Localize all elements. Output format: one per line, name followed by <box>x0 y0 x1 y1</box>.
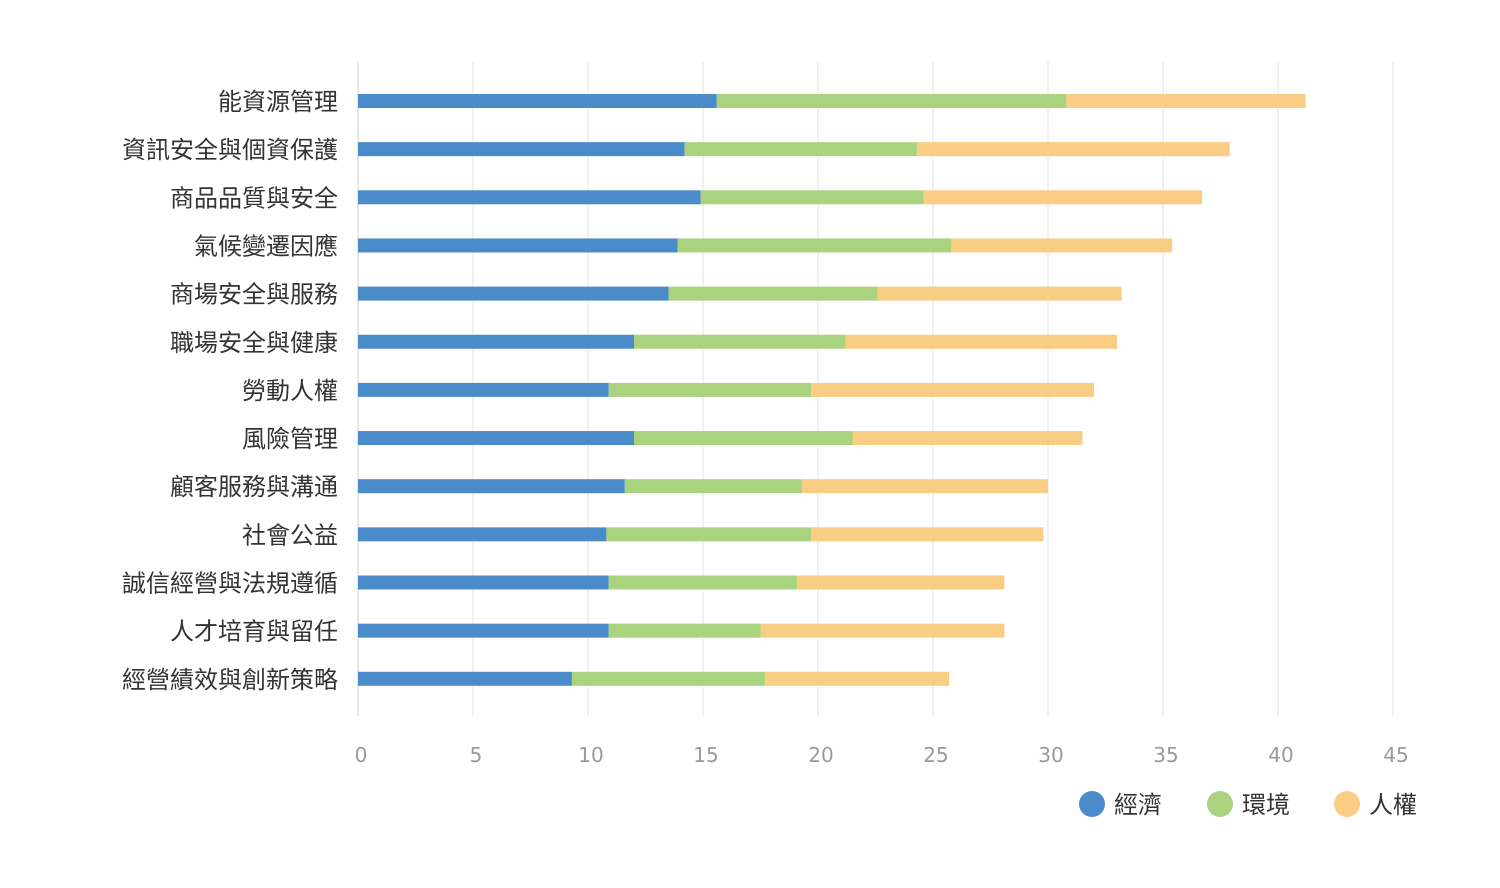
category-label: 風險管理 <box>242 425 338 453</box>
category-label: 勞動人權 <box>242 377 338 405</box>
bar-segment-2 <box>634 334 846 349</box>
x-tick-label: 40 <box>1268 743 1293 767</box>
bar-segment-2 <box>684 142 917 157</box>
x-tick-label: 45 <box>1383 743 1408 767</box>
category-label: 人才培育與留任 <box>170 618 338 646</box>
bar-segment-2 <box>677 238 952 253</box>
bar-segment-3 <box>797 575 1005 590</box>
bar-segment-2 <box>608 623 761 638</box>
legend-label: 環境 <box>1242 791 1290 819</box>
bar-segment-1 <box>358 238 678 253</box>
bar-segment-3 <box>916 142 1230 157</box>
bar-segment-2 <box>606 527 812 542</box>
bar-segment-2 <box>668 286 878 301</box>
bar-segment-1 <box>358 382 609 397</box>
bar-segment-3 <box>760 623 1005 638</box>
bar-segment-1 <box>358 431 634 446</box>
bar-segment-3 <box>811 382 1094 397</box>
bar-segment-1 <box>358 479 625 494</box>
bar-segment-2 <box>571 671 766 686</box>
legend-swatch <box>1079 791 1105 817</box>
bar-segment-1 <box>358 671 572 686</box>
bar-segment-2 <box>624 479 802 494</box>
bar-segment-2 <box>608 575 798 590</box>
bar-segment-1 <box>358 623 609 638</box>
category-label: 商品品質與安全 <box>170 184 338 212</box>
bars <box>358 94 1306 686</box>
bar-segment-3 <box>811 527 1044 542</box>
x-tick-label: 15 <box>693 743 718 767</box>
category-labels: 能資源管理資訊安全與個資保護商品品質與安全氣候變遷因應商場安全與服務職場安全與健… <box>122 88 338 694</box>
x-tick-label: 25 <box>923 743 948 767</box>
bar-segment-2 <box>716 94 1067 108</box>
bar-segment-3 <box>923 190 1203 205</box>
x-tick-label: 10 <box>578 743 603 767</box>
bar-segment-3 <box>1066 94 1306 108</box>
bar-segment-2 <box>634 431 853 446</box>
legend-label: 人權 <box>1369 791 1417 819</box>
category-label: 資訊安全與個資保護 <box>122 136 338 164</box>
bar-segment-1 <box>358 334 634 349</box>
category-label: 商場安全與服務 <box>170 281 338 309</box>
category-label: 顧客服務與溝通 <box>170 473 338 501</box>
bar-segment-3 <box>951 238 1173 253</box>
bar-segment-3 <box>801 479 1048 494</box>
bar-segment-1 <box>358 527 607 542</box>
bar-segment-3 <box>877 286 1122 301</box>
legend-swatch <box>1334 791 1360 817</box>
bar-segment-3 <box>852 431 1083 446</box>
x-tick-label: 30 <box>1038 743 1063 767</box>
legend-label: 經濟 <box>1114 791 1162 819</box>
category-label: 能資源管理 <box>218 88 338 116</box>
category-label: 經營績效與創新策略 <box>122 666 338 694</box>
x-tick-label: 0 <box>355 743 368 767</box>
bar-segment-2 <box>700 190 924 205</box>
legend-swatch <box>1207 791 1233 817</box>
bar-segment-1 <box>358 575 609 590</box>
bar-segment-1 <box>358 190 701 205</box>
bar-segment-1 <box>358 286 669 301</box>
category-label: 職場安全與健康 <box>170 329 338 357</box>
bar-segment-3 <box>845 334 1117 349</box>
x-tick-label: 20 <box>808 743 833 767</box>
category-label: 誠信經營與法規遵循 <box>122 570 338 598</box>
bar-segment-1 <box>358 94 717 108</box>
bar-segment-1 <box>358 142 685 157</box>
category-label: 氣候變遷因應 <box>194 232 338 260</box>
x-tick-label: 35 <box>1153 743 1178 767</box>
bar-segment-3 <box>765 671 950 686</box>
legend: 經濟 環境 人權 <box>1079 791 1417 819</box>
x-tick-label: 5 <box>470 743 483 767</box>
x-axis-ticks: 0 5 10 15 20 25 30 35 40 45 <box>355 743 1409 767</box>
category-label: 社會公益 <box>242 521 338 549</box>
bar-segment-2 <box>608 382 812 397</box>
